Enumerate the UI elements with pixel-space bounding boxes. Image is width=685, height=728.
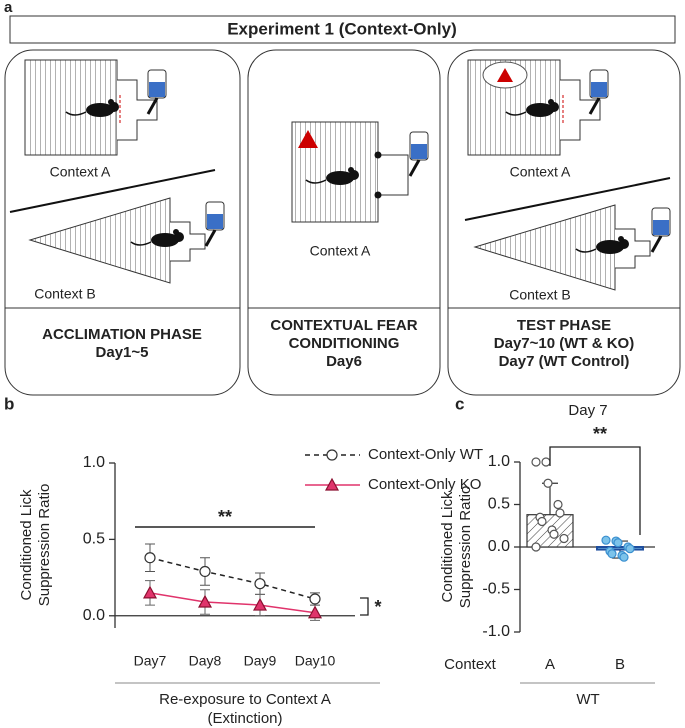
x-axis-label: Re-exposure to Context A <box>159 691 331 708</box>
data-point <box>613 538 623 548</box>
x-axis-label: WT <box>576 691 599 708</box>
data-point <box>625 544 635 554</box>
legend-label: Context-Only KO <box>368 476 481 493</box>
x-tick-label: Day10 <box>295 653 336 669</box>
data-point <box>601 535 611 545</box>
data-point <box>541 457 551 467</box>
phase-label: Day1~5 <box>96 344 149 361</box>
marker <box>199 565 211 578</box>
x-axis-label: (Extinction) <box>207 710 282 727</box>
y-tick-label: 1.0 <box>83 454 105 471</box>
phase-label: Day7 (WT Control) <box>499 353 630 370</box>
phase-label: TEST PHASE <box>517 317 611 334</box>
phase-label: Day6 <box>326 353 362 370</box>
context-label: Context B <box>509 287 570 303</box>
data-point <box>607 549 617 559</box>
marker <box>144 552 156 564</box>
x-tick-label: Day9 <box>244 653 277 669</box>
y-tick-label: 0.0 <box>83 607 105 624</box>
phase-panel <box>247 49 441 396</box>
marker <box>197 594 213 608</box>
phase-label: CONTEXTUAL FEAR <box>270 317 417 334</box>
context-label: Context A <box>310 243 371 259</box>
marker <box>252 597 268 611</box>
y-axis-label: Suppression Ratio <box>36 484 53 607</box>
y-tick-label: 0.0 <box>488 538 510 555</box>
y-tick-label: 0.5 <box>488 496 510 513</box>
series-line <box>149 592 316 614</box>
phase-label: Day7~10 (WT & KO) <box>494 335 634 352</box>
legend-marker <box>326 449 338 461</box>
y-tick-label: -1.0 <box>482 623 510 640</box>
y-axis-label: Conditioned Lick <box>439 491 456 602</box>
x-tick-label: B <box>615 656 625 673</box>
series-line <box>149 556 316 600</box>
data-point <box>543 478 553 488</box>
phase-label: ACCLIMATION PHASE <box>42 326 202 343</box>
annotation: ** <box>593 424 607 444</box>
data-point <box>555 508 565 518</box>
x-tick-label: Day8 <box>189 653 222 669</box>
data-point <box>531 457 541 467</box>
phase-panel <box>447 49 681 396</box>
legend-label: Context-Only WT <box>368 446 483 463</box>
panel-label: a <box>4 0 13 16</box>
x-tick-label: Day7 <box>134 653 167 669</box>
y-tick-label: 0.5 <box>83 531 105 548</box>
panel-label: b <box>4 394 14 413</box>
title-box <box>9 15 676 44</box>
marker <box>307 605 323 619</box>
phase-label: CONDITIONING <box>289 335 400 352</box>
marker <box>142 585 158 599</box>
error-bar <box>542 482 558 515</box>
marker <box>254 578 266 590</box>
context-label: Context A <box>50 164 111 180</box>
data-point <box>619 552 629 562</box>
data-point <box>537 516 547 527</box>
panel-label: c <box>455 394 464 413</box>
legend-marker <box>324 477 340 491</box>
context-label: Context A <box>510 164 571 180</box>
y-axis-label: Suppression Ratio <box>457 486 474 609</box>
data-point <box>549 529 559 539</box>
phase-panel <box>4 49 241 396</box>
y-tick-label: -0.5 <box>482 581 510 598</box>
data-point <box>531 542 541 552</box>
bar <box>596 546 644 551</box>
y-tick-label: 1.0 <box>488 453 510 470</box>
x-tick-label: A <box>545 656 555 673</box>
marker <box>309 593 321 605</box>
annotation: ** <box>218 507 232 527</box>
data-point <box>559 533 569 544</box>
chart-title: Day 7 <box>568 402 607 419</box>
y-axis-label: Conditioned Lick <box>18 489 35 600</box>
significance-bracket <box>549 446 641 535</box>
data-point <box>553 499 563 510</box>
annotation: * <box>374 597 381 617</box>
significance-bracket <box>360 597 369 616</box>
category-axis-label: Context <box>444 656 497 673</box>
context-label: Context B <box>34 286 95 302</box>
experiment-title: Experiment 1 (Context-Only) <box>227 19 457 38</box>
